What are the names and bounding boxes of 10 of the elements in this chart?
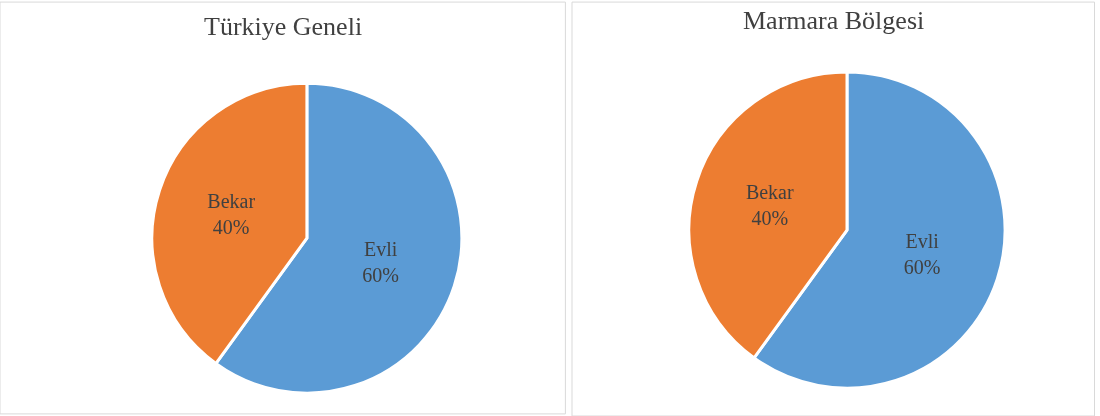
data-label: 40% xyxy=(751,207,789,230)
slice-label: Evli xyxy=(363,238,398,261)
slice-label: Bekar xyxy=(745,181,794,204)
data-label: 40% xyxy=(212,215,250,238)
chart-title: Türkiye Geneli xyxy=(204,12,363,41)
data-label: 60% xyxy=(903,256,941,279)
slice-label: Evli xyxy=(905,230,940,253)
data-label: 60% xyxy=(362,264,399,287)
chart-title: Marmara Bölgesi xyxy=(743,6,925,35)
slice-label: Bekar xyxy=(207,189,256,212)
